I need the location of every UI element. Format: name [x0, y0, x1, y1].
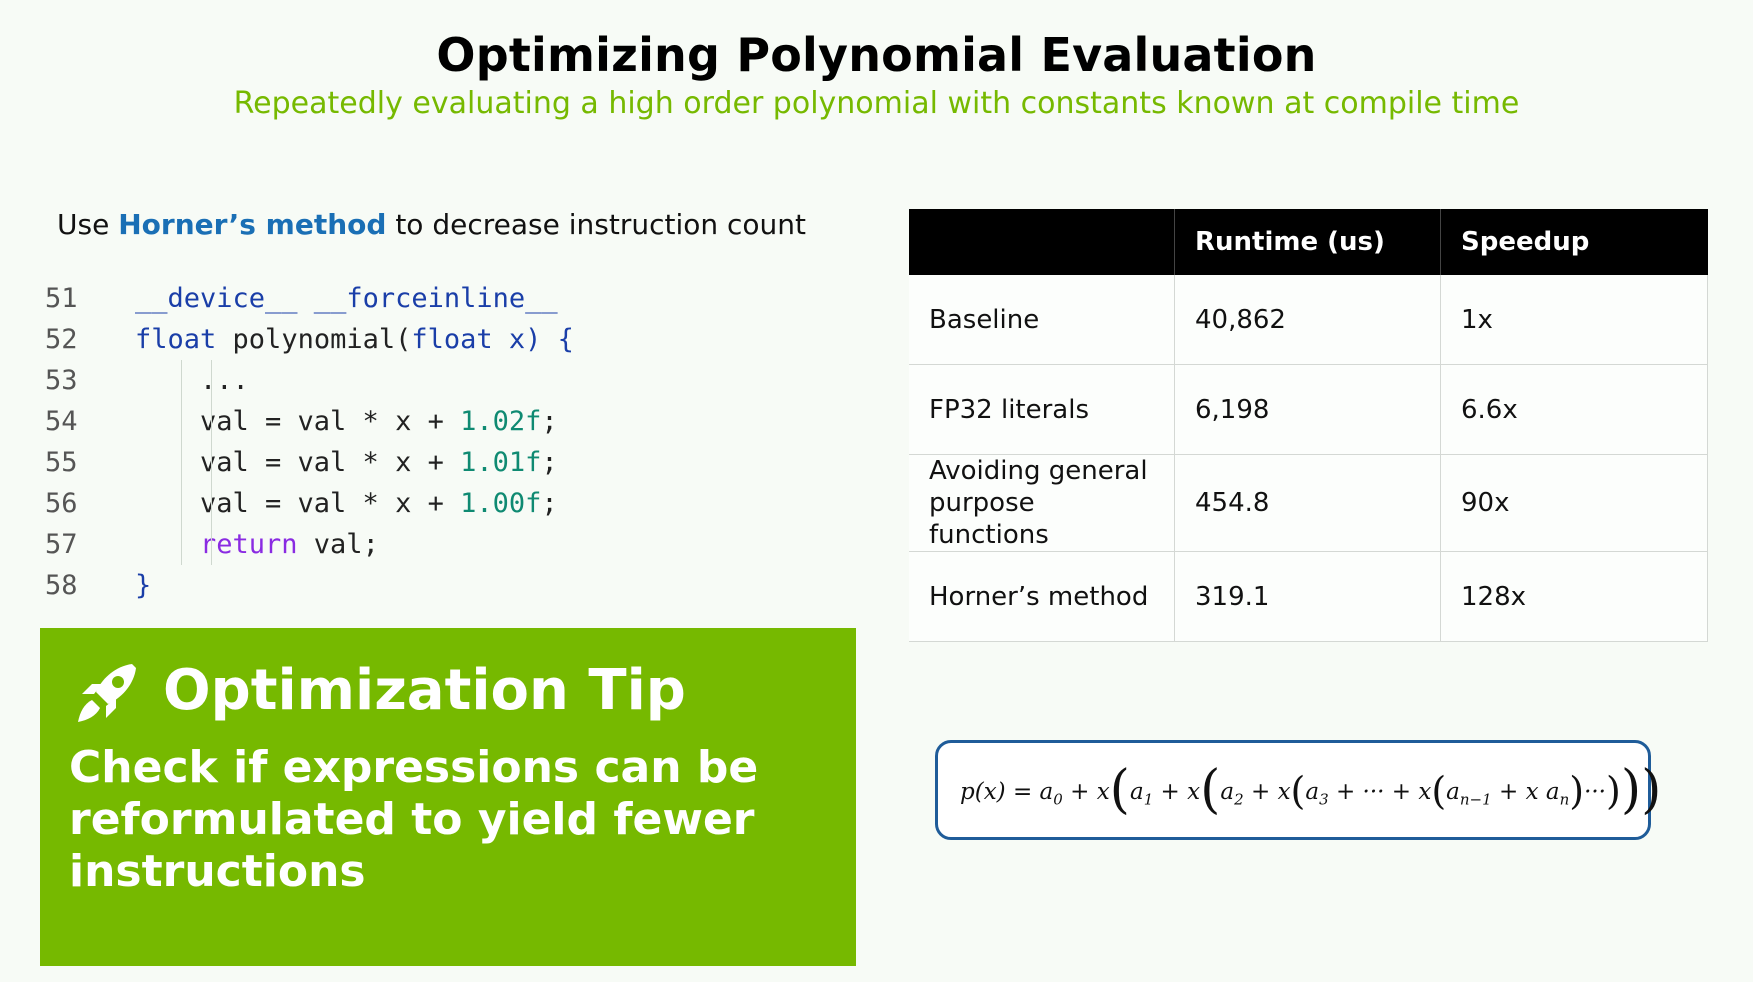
- line-number: 57: [45, 529, 78, 560]
- table-header-row: Runtime (us) Speedup: [909, 209, 1708, 275]
- code-token: return: [200, 529, 314, 560]
- formula-part: + x a: [1491, 779, 1560, 805]
- code-token: polynomial(: [232, 324, 412, 355]
- code-token: val = val * x +: [200, 406, 461, 437]
- code-line: 55 val = val * x + 1.01f;: [45, 442, 845, 483]
- intro-suffix: to decrease instruction count: [386, 208, 806, 241]
- line-number: 55: [45, 447, 78, 478]
- formula-part: + x: [1062, 779, 1110, 805]
- code-text: ...: [200, 360, 249, 401]
- table-cell: 6.6x: [1440, 364, 1708, 455]
- code-token: 1.01f: [460, 447, 542, 478]
- code-token: val = val * x +: [200, 488, 461, 519]
- line-number: 58: [45, 570, 78, 601]
- horner-formula: p(x) = a0 + x(a1 + x(a2 + x(a3 + ··· + x…: [960, 760, 1662, 820]
- table-cell: 319.1: [1174, 551, 1441, 642]
- code-token: }: [135, 570, 152, 601]
- table-cell: 90x: [1440, 454, 1708, 552]
- line-number: 53: [45, 365, 78, 396]
- code-text: val = val * x + 1.02f;: [200, 401, 558, 442]
- rocket-icon: [78, 664, 136, 722]
- table-header-cell: [909, 209, 1175, 275]
- table-cell: 1x: [1440, 275, 1708, 365]
- formula-sub: 0: [1053, 790, 1063, 809]
- line-number: 52: [45, 324, 78, 355]
- slide-title: Optimizing Polynomial Evaluation: [436, 28, 1317, 82]
- code-text: val = val * x + 1.00f;: [200, 483, 558, 524]
- formula-part: + ··· + x: [1328, 779, 1432, 805]
- formula-part: a: [1220, 779, 1235, 805]
- code-line: 53...: [45, 360, 845, 401]
- formula-part: a: [1129, 779, 1144, 805]
- code-text: float polynomial(float x) {: [135, 319, 574, 360]
- formula-sub: 2: [1234, 790, 1244, 809]
- code-line: 56 val = val * x + 1.00f;: [45, 483, 845, 524]
- intro-prefix: Use: [57, 208, 119, 241]
- code-line: 51 __device__ __forceinline__: [45, 278, 845, 319]
- table-header-cell: Runtime (us): [1174, 209, 1441, 275]
- table-cell: Avoiding general purpose functions: [909, 454, 1175, 552]
- code-token: ;: [541, 447, 558, 478]
- code-line: 58}: [45, 565, 845, 606]
- code-text: val = val * x + 1.01f;: [200, 442, 558, 483]
- line-number: 56: [45, 488, 78, 519]
- tip-body: Check if expressions can be reformulated…: [69, 742, 759, 897]
- optimization-tip-box: Optimization Tip Check if expressions ca…: [40, 628, 856, 966]
- table-cell: Baseline: [909, 275, 1175, 365]
- line-number: 51: [45, 283, 78, 314]
- formula-sub: 1: [1143, 790, 1154, 809]
- code-line: 52 float polynomial(float x) {: [45, 319, 845, 360]
- formula-part: ···: [1584, 779, 1606, 805]
- table-cell: 128x: [1440, 551, 1708, 642]
- formula-part: a: [1305, 779, 1320, 805]
- code-token: float: [411, 324, 509, 355]
- code-line: 57 return val;: [45, 524, 845, 565]
- table-row: Horner’s method 319.1 128x: [909, 551, 1708, 642]
- indent-guide: [181, 360, 182, 565]
- indent-guide: [211, 360, 212, 565]
- code-token: val = val * x +: [200, 447, 461, 478]
- table-cell: Horner’s method: [909, 551, 1175, 642]
- code-token: ;: [541, 488, 558, 519]
- formula-sub: n−1: [1459, 790, 1492, 809]
- horner-formula-box: p(x) = a0 + x(a1 + x(a2 + x(a3 + ··· + x…: [935, 740, 1661, 840]
- formula-sub: n: [1559, 790, 1570, 809]
- code-text: return val;: [200, 524, 379, 565]
- results-table: Runtime (us) Speedup Baseline 40,862 1x …: [909, 209, 1708, 642]
- code-token: ...: [200, 365, 249, 396]
- code-token: 1.02f: [460, 406, 542, 437]
- table-header-cell: Speedup: [1440, 209, 1708, 275]
- table-cell: FP32 literals: [909, 364, 1175, 455]
- code-token: ;: [541, 406, 558, 437]
- code-token: float: [135, 324, 233, 355]
- formula-sub: 3: [1319, 790, 1329, 809]
- code-token: val;: [313, 529, 379, 560]
- table-cell: 454.8: [1174, 454, 1441, 552]
- formula-part: + x: [1153, 779, 1201, 805]
- formula-part: + x: [1243, 779, 1291, 805]
- formula-part: a: [1446, 779, 1460, 805]
- tip-title: Optimization Tip: [163, 658, 686, 723]
- code-line: 54 val = val * x + 1.02f;: [45, 401, 845, 442]
- code-token: 1.00f: [460, 488, 542, 519]
- intro-text: Use Horner’s method to decrease instruct…: [57, 208, 806, 241]
- line-number: 54: [45, 406, 78, 437]
- code-block: 51 __device__ __forceinline__ 52 float poly…: [45, 278, 845, 606]
- code-token: x) {: [508, 324, 574, 355]
- code-text: }: [135, 565, 151, 606]
- table-row: FP32 literals 6,198 6.6x: [909, 364, 1708, 455]
- horner-method-highlight: Horner’s method: [118, 208, 387, 241]
- table-cell: 6,198: [1174, 364, 1441, 455]
- table-row: Avoiding general purpose functions 454.8…: [909, 454, 1708, 552]
- table-cell: 40,862: [1174, 275, 1441, 365]
- table-row: Baseline 40,862 1x: [909, 275, 1708, 365]
- formula-part: p(x) = a: [960, 779, 1054, 805]
- code-token: __device__ __forceinline__: [135, 283, 558, 314]
- slide-subtitle: Repeatedly evaluating a high order polyn…: [233, 86, 1520, 121]
- code-text: __device__ __forceinline__: [135, 278, 558, 319]
